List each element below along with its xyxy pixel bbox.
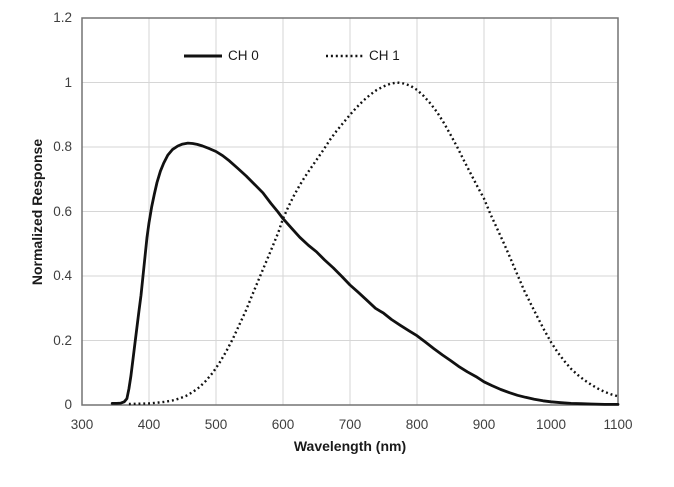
legend-line-sample-dotted	[326, 54, 363, 58]
legend-item-ch0: CH 0	[183, 48, 259, 64]
x-tick-label: 600	[271, 417, 295, 432]
legend-label-ch0: CH 0	[228, 48, 259, 63]
y-tick-label: 0.2	[53, 332, 72, 348]
x-axis-title: Wavelength (nm)	[293, 438, 407, 454]
x-tick-label: 500	[204, 417, 228, 432]
y-tick-label: 0.6	[53, 203, 72, 219]
y-tick-label: 0.4	[53, 268, 72, 283]
y-axis-title: Normalized Response	[29, 138, 45, 286]
legend-label-ch1: CH 1	[369, 48, 400, 63]
series-line-ch1	[128, 81, 619, 406]
legend-line-sample-solid	[184, 54, 222, 58]
y-tick-label: 1	[64, 74, 72, 90]
x-tick-label: 300	[70, 417, 94, 432]
y-tick-label: 1.2	[53, 10, 72, 25]
x-tick-label: 1000	[535, 417, 567, 432]
x-tick-label: 800	[405, 417, 429, 432]
legend-item-ch1: CH 1	[325, 48, 400, 64]
series-line-ch0	[110, 141, 620, 406]
x-tick-label: 400	[137, 417, 161, 432]
plot-border	[81, 17, 619, 406]
x-tick-label: 1100	[603, 417, 633, 432]
y-tick-label: 0.8	[53, 139, 72, 154]
x-tick-label: 700	[338, 417, 362, 432]
x-tick-label: 900	[472, 417, 496, 432]
y-tick-label: 0	[64, 397, 72, 412]
